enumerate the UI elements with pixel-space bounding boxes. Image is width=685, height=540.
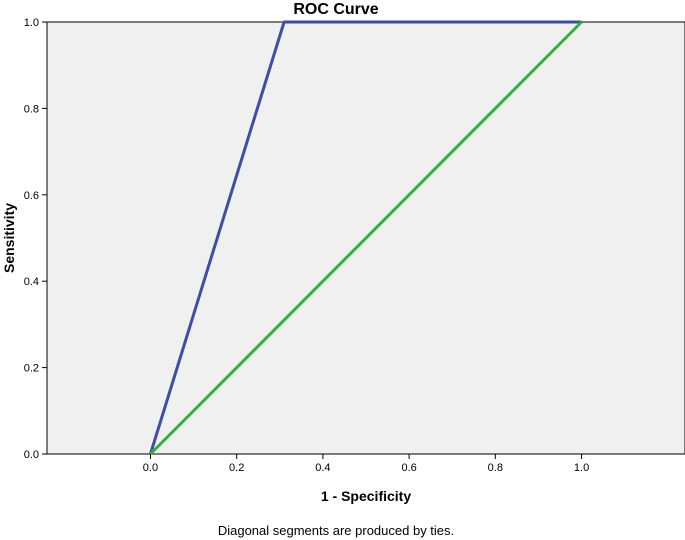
x-tick-label: 0.6 [401, 462, 416, 474]
x-tick-label: 0.0 [143, 462, 158, 474]
axes-layer: 0.0 0.2 0.4 0.6 0.8 1.0 0.0 0.2 0.4 0.6 0.8 1.0 [24, 17, 589, 474]
series-layer [149, 20, 583, 456]
x-axis-title: 1 - Specificity [321, 488, 411, 504]
y-tick-label: 0.6 [24, 190, 39, 202]
x-tick-label: 0.4 [315, 462, 330, 474]
y-tick-label: 0.8 [24, 103, 39, 115]
chart-title: ROC Curve [293, 1, 378, 18]
series-line-2 [149, 20, 583, 456]
x-tick-label: 0.8 [488, 462, 503, 474]
footnote: Diagonal segments are produced by ties. [218, 523, 454, 538]
y-axis-title: Sensitivity [1, 203, 17, 273]
x-tick-label: 1.0 [574, 462, 589, 474]
y-tick-label: 0.2 [24, 363, 39, 375]
x-tick-label: 0.2 [229, 462, 244, 474]
y-tick-label: 1.0 [24, 17, 39, 29]
y-tick-label: 0.4 [24, 276, 39, 288]
y-tick-label: 0.0 [24, 449, 39, 461]
series-line-1 [149, 20, 582, 455]
